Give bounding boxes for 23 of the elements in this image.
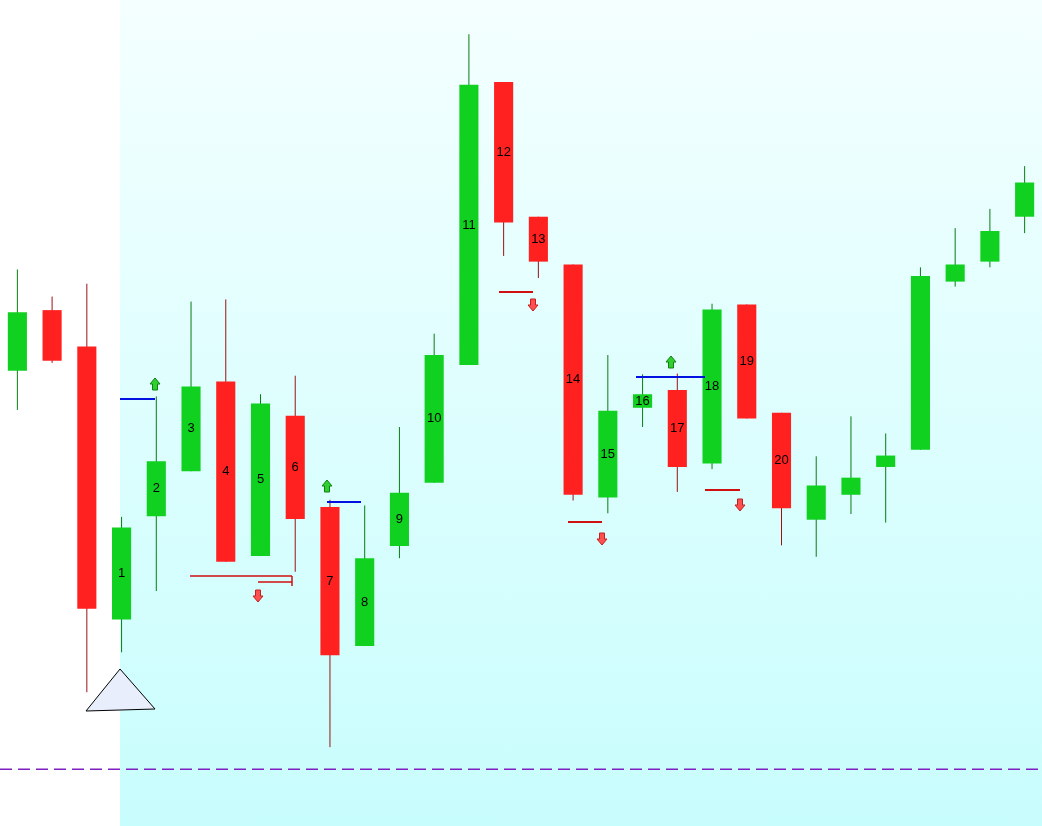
text: 15 xyxy=(600,445,616,461)
text: 13 xyxy=(531,230,546,246)
text: 8 xyxy=(361,593,369,609)
text: 6 xyxy=(291,458,299,474)
text: 20 xyxy=(774,452,789,468)
text: 18 xyxy=(704,377,720,393)
text: 4 xyxy=(222,463,230,479)
text: 12 xyxy=(496,143,511,159)
text: 10 xyxy=(426,410,442,426)
text: 3 xyxy=(187,420,195,436)
candlestick xyxy=(945,227,965,288)
text: 7 xyxy=(326,572,334,588)
text: 14 xyxy=(565,371,581,387)
text: 19 xyxy=(739,353,754,369)
text: 1 xyxy=(117,565,126,581)
text: 2 xyxy=(152,480,160,496)
text: 5 xyxy=(256,471,265,487)
candlestick xyxy=(876,432,896,524)
text: 17 xyxy=(670,420,685,436)
text: 9 xyxy=(395,510,404,526)
text: 11 xyxy=(462,216,476,232)
text: 16 xyxy=(635,392,650,408)
candlestick xyxy=(841,415,861,515)
